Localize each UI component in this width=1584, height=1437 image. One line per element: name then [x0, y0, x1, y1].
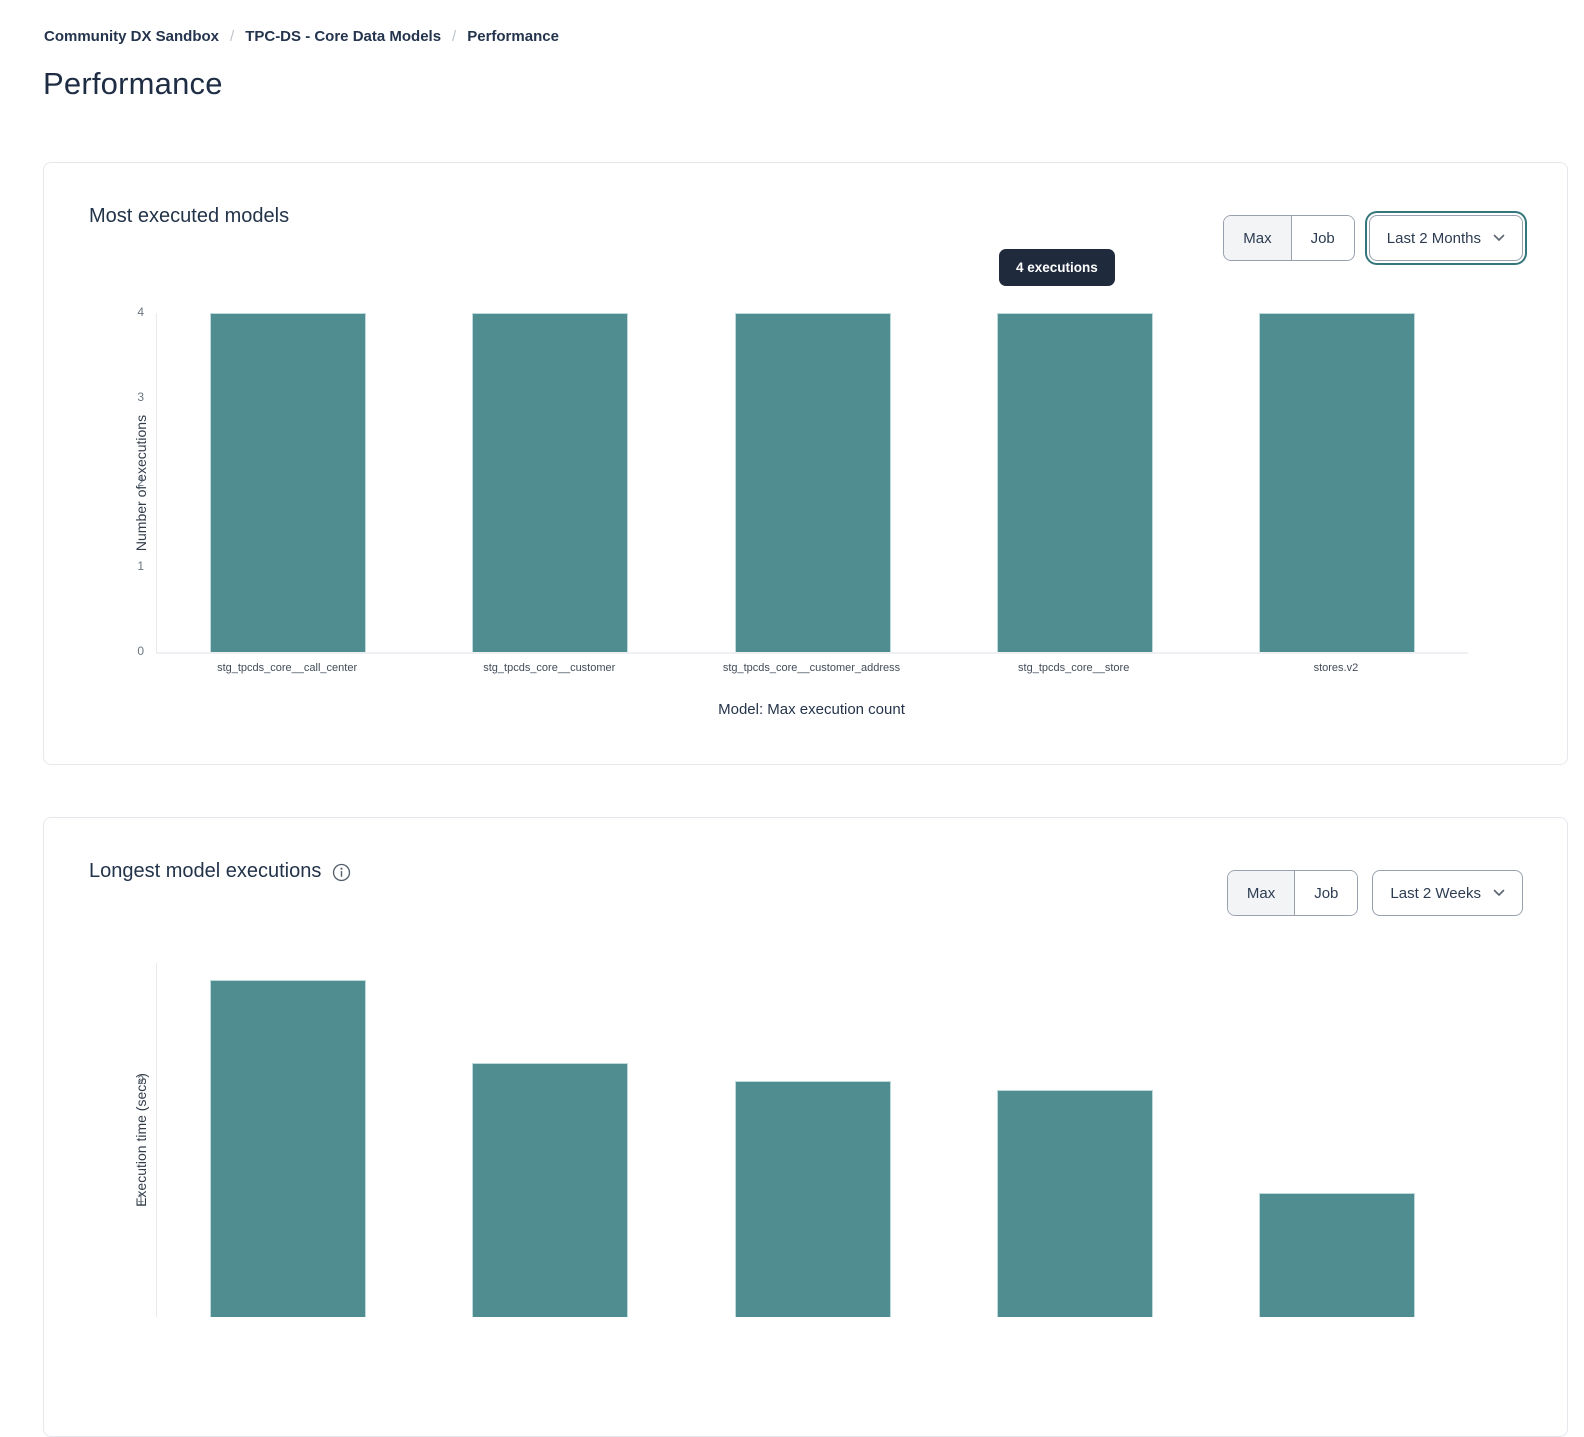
- aggregation-toggle: Max Job: [1226, 870, 1359, 916]
- y-tick-label: 4: [137, 305, 144, 319]
- bar[interactable]: [1258, 1193, 1415, 1317]
- breadcrumb-item-current: Performance: [467, 28, 559, 45]
- bar[interactable]: [734, 1081, 891, 1317]
- date-range-dropdown[interactable]: Last 2 Months: [1368, 215, 1523, 261]
- breadcrumb-separator: /: [452, 28, 457, 45]
- x-tick-label: stg_tpcds_core__customer: [483, 662, 616, 674]
- bar[interactable]: [210, 979, 367, 1317]
- x-axis-title: Model: Max execution count: [718, 701, 905, 718]
- x-tick-label: stg_tpcds_core__customer_address: [722, 662, 901, 674]
- card-title-text: Longest model executions: [89, 860, 322, 882]
- x-tick-label: stg_tpcds_core__call_center: [217, 662, 358, 674]
- y-tick-label: 1: [137, 559, 144, 574]
- bar[interactable]: [472, 1063, 629, 1317]
- bar-chart-plot: [156, 313, 1468, 654]
- chevron-down-icon: [1493, 889, 1505, 897]
- date-range-dropdown[interactable]: Last 2 Weeks: [1372, 870, 1523, 916]
- x-tick-label: stg_tpcds_core__store: [1018, 662, 1130, 674]
- aggregation-toggle: Max Job: [1223, 215, 1355, 261]
- y-axis-label: Execution time (secs): [133, 1073, 149, 1207]
- most-executed-models-card: Most executed models Max Job Last 2 Mont…: [43, 162, 1568, 765]
- chart-controls: Max Job Last 2 Months: [1223, 215, 1523, 261]
- y-tick-label: 2: [137, 1073, 144, 1087]
- info-icon[interactable]: [332, 863, 351, 882]
- y-tick-label: 1: [137, 1191, 144, 1205]
- card-title-text: Most executed models: [89, 205, 290, 227]
- page-title: Performance: [43, 66, 223, 101]
- x-tick-label: stores.v2: [1313, 662, 1359, 674]
- date-range-value: Last 2 Weeks: [1390, 884, 1481, 902]
- breadcrumb-item-environment[interactable]: TPC-DS - Core Data Models: [245, 28, 442, 45]
- card-title: Longest model executions: [89, 860, 351, 883]
- breadcrumb: Community DX Sandbox / TPC-DS - Core Dat…: [44, 28, 559, 45]
- longest-model-executions-card: Longest model executions Max Job Last 2 …: [43, 817, 1568, 1437]
- breadcrumb-separator: /: [230, 28, 235, 45]
- bar-chart-plot: [156, 963, 1468, 1317]
- bar[interactable]: [472, 313, 629, 652]
- bar-hover-tooltip: 4 executions: [999, 249, 1115, 286]
- breadcrumb-item-project[interactable]: Community DX Sandbox: [44, 28, 220, 45]
- bar[interactable]: [210, 313, 367, 652]
- bar[interactable]: [996, 1090, 1153, 1317]
- job-toggle-button[interactable]: Job: [1291, 216, 1354, 260]
- max-toggle-button[interactable]: Max: [1224, 216, 1292, 260]
- max-toggle-button[interactable]: Max: [1227, 871, 1296, 915]
- y-tick-label: 2: [137, 474, 144, 489]
- bar[interactable]: [996, 313, 1153, 652]
- chart-controls: Max Job Last 2 Weeks: [1226, 870, 1523, 916]
- date-range-value: Last 2 Months: [1386, 229, 1481, 247]
- y-tick-label: 3: [137, 389, 144, 404]
- job-toggle-button[interactable]: Job: [1295, 871, 1358, 915]
- y-tick-label: 0: [137, 644, 144, 658]
- chevron-down-icon: [1493, 234, 1505, 242]
- bar[interactable]: [1258, 313, 1415, 652]
- card-title: Most executed models: [89, 205, 289, 228]
- bar[interactable]: [734, 313, 891, 652]
- performance-page: { "breadcrumb": { "items": ["Community D…: [43, 28, 1568, 1437]
